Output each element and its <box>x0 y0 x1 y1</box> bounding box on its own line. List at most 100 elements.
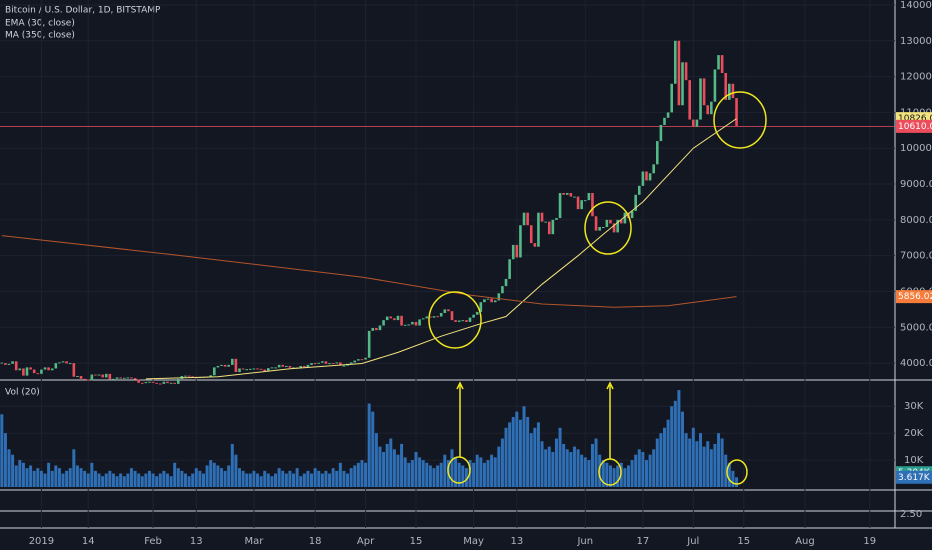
volume-bar <box>93 470 97 487</box>
candle <box>659 124 663 142</box>
candle <box>58 362 61 364</box>
volume-bar <box>32 470 36 487</box>
candle <box>72 363 76 377</box>
volume-bar <box>194 468 198 487</box>
candle <box>317 362 321 364</box>
volume-bar <box>439 462 443 487</box>
volume-bar <box>403 457 407 487</box>
volume-bar <box>183 473 187 487</box>
candle <box>339 362 342 366</box>
volume-bar <box>547 446 551 487</box>
volume-bar <box>724 454 728 487</box>
volume-bar <box>3 433 7 487</box>
volume-bar <box>558 427 562 487</box>
candle <box>569 192 573 197</box>
volume-bar <box>252 470 256 487</box>
candle <box>670 83 674 113</box>
lower-pane-label: 2.50 <box>900 509 922 520</box>
candle <box>601 227 605 229</box>
candle <box>158 383 162 385</box>
volume-bar <box>378 446 382 487</box>
candle <box>378 325 382 331</box>
price-tag <box>896 470 932 484</box>
volume-bar <box>360 460 364 487</box>
candle <box>65 361 68 364</box>
candle <box>465 320 468 322</box>
candle <box>674 40 677 84</box>
candle <box>598 227 601 231</box>
volume-bar <box>39 470 43 487</box>
volume-bar <box>317 470 321 487</box>
candle <box>79 375 83 379</box>
candle <box>342 365 346 367</box>
candle <box>29 367 32 370</box>
candle <box>227 364 231 367</box>
volume-bar <box>511 417 515 487</box>
x-tick-label: May <box>463 536 484 547</box>
volume-bar <box>392 449 396 487</box>
candle <box>710 101 713 115</box>
volume-bar <box>551 452 555 487</box>
volume-bar <box>101 476 105 487</box>
candle <box>519 225 522 258</box>
candle <box>83 378 86 380</box>
volume-bar <box>79 468 83 487</box>
candle <box>234 358 238 373</box>
candle <box>623 212 627 224</box>
volume-bar <box>47 462 51 487</box>
candle <box>313 363 317 365</box>
candle <box>292 367 295 369</box>
candle <box>76 375 79 377</box>
candle <box>310 363 313 365</box>
y-tick-label: 8000.00 <box>900 215 932 226</box>
volume-bar <box>529 433 533 487</box>
candle <box>731 83 735 99</box>
candle <box>155 382 158 384</box>
candle <box>259 368 263 370</box>
candle <box>655 141 659 165</box>
candle <box>537 212 540 247</box>
y-tick-label: 10000.00 <box>900 143 932 154</box>
candle <box>173 382 176 384</box>
volume-bar <box>83 470 87 487</box>
volume-bar <box>677 390 681 487</box>
volume-bar <box>169 476 173 487</box>
candle <box>357 359 360 361</box>
candle <box>400 315 403 326</box>
candle <box>241 368 245 370</box>
volume-bar <box>147 470 151 487</box>
volume-bar <box>493 457 497 487</box>
candle <box>4 363 7 365</box>
candle <box>526 212 529 226</box>
candle <box>97 374 101 376</box>
candle <box>169 382 173 384</box>
candle <box>166 381 169 384</box>
volume-bar <box>346 473 350 487</box>
x-tick-label: 2019 <box>29 536 54 547</box>
volume-bar <box>526 417 530 487</box>
candle <box>475 311 479 315</box>
x-tick-label: Mar <box>244 536 264 547</box>
volume-bar <box>443 454 447 487</box>
candle <box>184 375 187 377</box>
candle <box>112 378 115 380</box>
candle <box>299 365 303 369</box>
candle <box>411 321 414 325</box>
volume-bar <box>238 468 242 487</box>
candle <box>580 200 583 210</box>
volume-bar <box>616 465 620 487</box>
candle <box>713 69 717 102</box>
volume-bar <box>155 476 159 487</box>
candle <box>32 369 36 374</box>
candle <box>54 363 58 369</box>
volume-bar <box>209 460 213 487</box>
volume-bar <box>432 468 436 487</box>
volume-bar <box>21 462 25 487</box>
candle <box>407 324 411 326</box>
volume-bar <box>450 449 454 487</box>
x-tick-label: Jun <box>576 536 593 547</box>
volume-bar <box>65 470 69 487</box>
candle <box>630 210 634 219</box>
x-tick-label: Jul <box>686 536 699 547</box>
volume-bar <box>187 476 191 487</box>
